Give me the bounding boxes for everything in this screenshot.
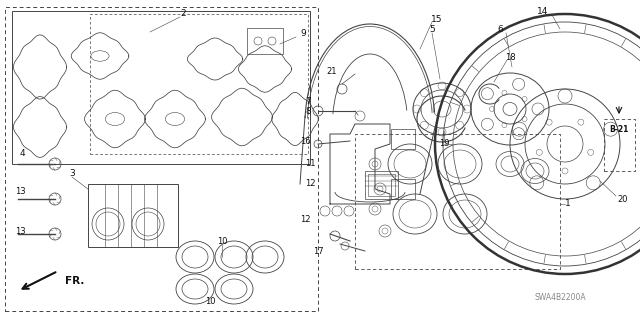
Text: 21: 21 [327, 66, 337, 76]
Text: 5: 5 [429, 25, 435, 33]
Bar [88, 184, 178, 247]
Text: 6: 6 [497, 25, 503, 33]
Text: FR.: FR. [65, 276, 84, 286]
Text: 18: 18 [505, 53, 515, 62]
Text: 12: 12 [300, 214, 310, 224]
Text: 10: 10 [217, 236, 227, 246]
Text: 13: 13 [15, 226, 26, 235]
Text: SWA4B2200A: SWA4B2200A [534, 293, 586, 301]
Text: 4: 4 [19, 150, 25, 159]
Text: B-21: B-21 [609, 124, 628, 133]
Text: 1: 1 [565, 199, 571, 209]
Bar [368, 174, 395, 196]
Text: 8: 8 [305, 107, 311, 115]
Text: 17: 17 [313, 247, 323, 256]
Text: 10: 10 [205, 296, 215, 306]
Bar [247, 28, 283, 54]
Text: 2: 2 [180, 10, 186, 19]
Text: 12: 12 [305, 180, 316, 189]
Bar [12, 11, 310, 164]
Bar [5, 7, 318, 311]
Text: 14: 14 [538, 6, 548, 16]
Bar [391, 129, 415, 149]
Text: 13: 13 [15, 187, 26, 196]
Text: 7: 7 [305, 97, 311, 106]
Bar [355, 134, 560, 269]
Text: 19: 19 [439, 139, 449, 149]
Text: 3: 3 [69, 169, 75, 179]
Text: 20: 20 [618, 195, 628, 204]
Bar [365, 171, 398, 199]
Bar [604, 119, 635, 171]
Text: 16: 16 [300, 137, 310, 145]
Text: 9: 9 [300, 29, 306, 39]
Text: 15: 15 [431, 14, 443, 24]
Text: 11: 11 [305, 160, 316, 168]
Bar [90, 14, 308, 154]
Bar [391, 179, 415, 199]
